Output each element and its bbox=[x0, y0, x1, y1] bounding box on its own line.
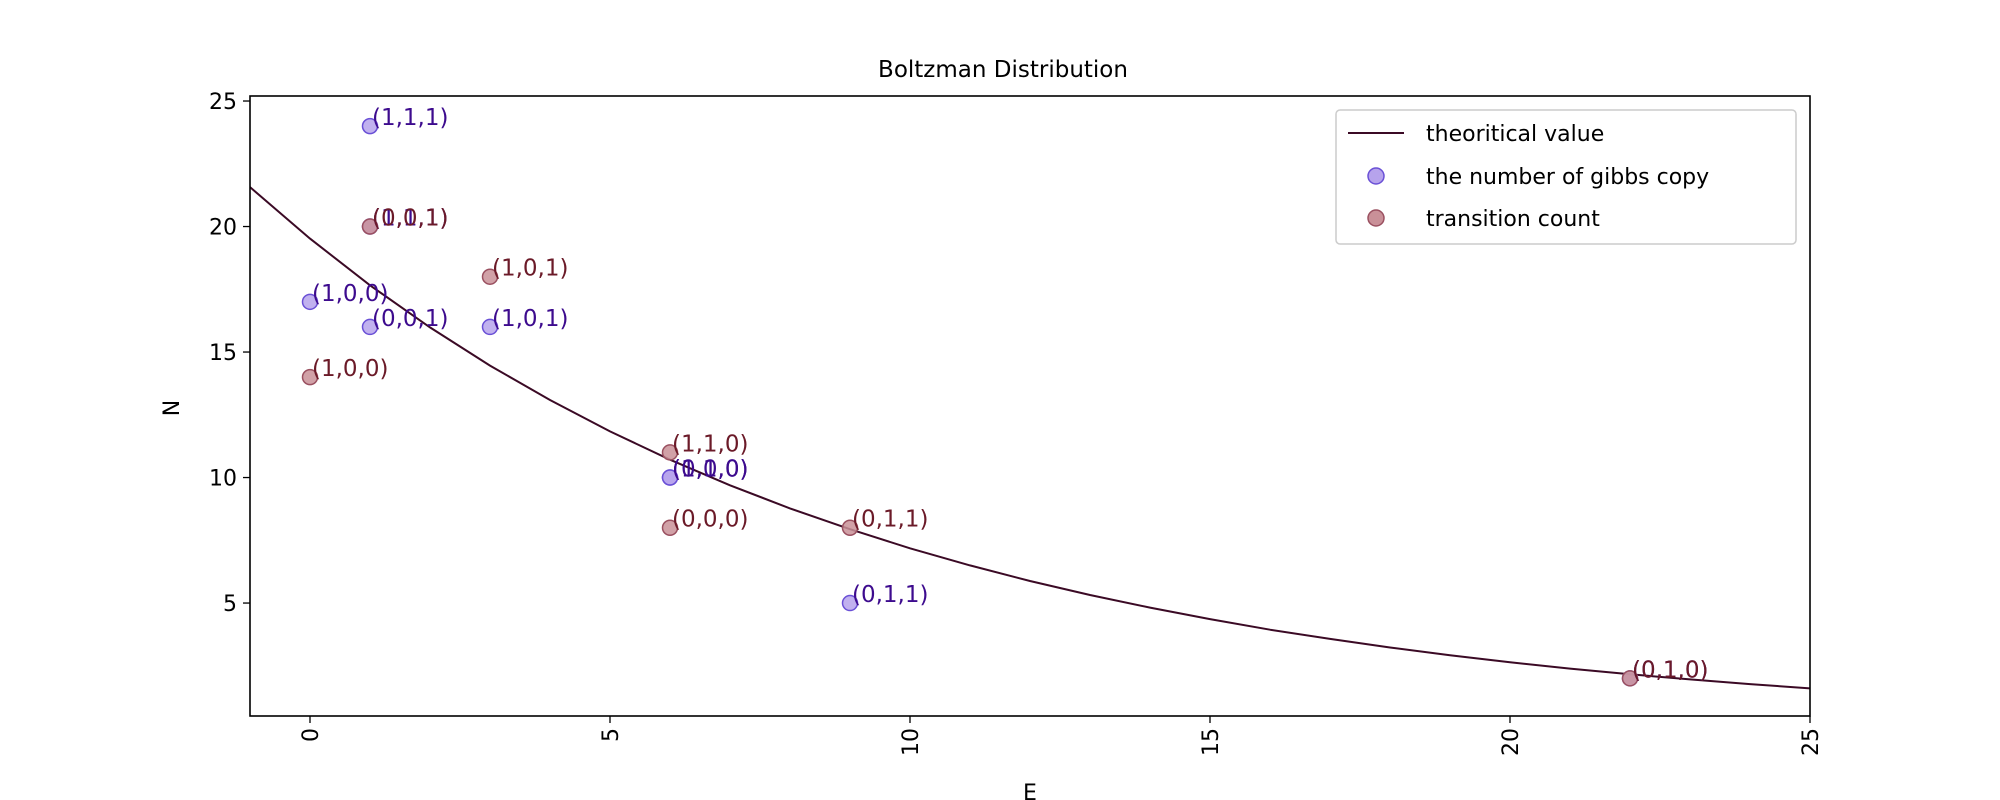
point-label: (0,1,0) bbox=[1632, 657, 1708, 683]
point-label: (1,1,1) bbox=[372, 105, 448, 131]
legend-label-gibbs: the number of gibbs copy bbox=[1426, 165, 1709, 190]
plot-area bbox=[250, 117, 1810, 690]
scatter-point bbox=[481, 318, 499, 336]
point-label: (0,0,1) bbox=[372, 306, 448, 332]
scatter-point bbox=[661, 469, 679, 486]
scatter-point bbox=[661, 519, 679, 536]
point-label: (0,0,1) bbox=[372, 206, 448, 232]
scatter-point bbox=[301, 368, 319, 386]
scatter-point bbox=[481, 268, 499, 285]
y-axis-label: N bbox=[160, 400, 185, 416]
x-tick-label: 25 bbox=[1799, 728, 1824, 756]
scatter-point bbox=[361, 218, 379, 235]
y-tick-label: 25 bbox=[209, 90, 237, 115]
scatter-point bbox=[1621, 670, 1639, 687]
legend-label-theoretical: theoritical value bbox=[1426, 122, 1604, 147]
legend-marker-transition bbox=[1367, 209, 1385, 227]
point-label: (0,1,1) bbox=[852, 507, 928, 533]
point-label: (1,1,1) bbox=[372, 206, 448, 232]
point-label: (0,1,0) bbox=[1632, 657, 1708, 683]
y-axis-ticks: 5 10 15 20 25 bbox=[209, 90, 250, 617]
x-tick-label: 15 bbox=[1199, 728, 1224, 756]
scatter-point bbox=[661, 444, 679, 461]
legend-label-transition: transition count bbox=[1426, 207, 1600, 232]
x-tick-label: 20 bbox=[1499, 728, 1524, 756]
legend: theoritical value the number of gibbs co… bbox=[1335, 109, 1797, 245]
x-tick-label: 0 bbox=[299, 728, 324, 742]
point-label: (0,0,0) bbox=[672, 507, 748, 533]
axes-frame bbox=[249, 95, 1811, 717]
point-label: (1,0,0) bbox=[312, 281, 388, 307]
x-axis-ticks: 0 5 10 15 20 25 bbox=[299, 716, 1824, 756]
scatter-point bbox=[841, 594, 859, 612]
y-tick-label: 15 bbox=[209, 341, 237, 366]
point-label: (0,1,1) bbox=[852, 582, 928, 608]
scatter-point bbox=[841, 519, 859, 536]
point-label: (0,1,0) bbox=[672, 457, 748, 483]
point-label: (1,0,1) bbox=[492, 306, 568, 332]
y-tick-label: 20 bbox=[209, 216, 237, 241]
scatter-point bbox=[301, 293, 319, 311]
point-label: (1,0,1) bbox=[492, 256, 568, 282]
scatter-point bbox=[361, 117, 379, 135]
x-tick-label: 10 bbox=[899, 728, 924, 756]
point-label: (1,0,0) bbox=[672, 457, 748, 483]
legend-box bbox=[1335, 109, 1797, 245]
y-tick-label: 10 bbox=[209, 467, 237, 492]
chart-title: Boltzman Distribution bbox=[878, 57, 1128, 83]
point-label: (1,0,0) bbox=[312, 356, 388, 382]
y-tick-label: 5 bbox=[223, 592, 237, 617]
x-tick-label: 5 bbox=[599, 728, 624, 742]
legend-marker-gibbs bbox=[1367, 167, 1385, 185]
x-axis-label: E bbox=[1023, 781, 1037, 800]
theoretical-curve bbox=[250, 186, 1810, 690]
point-label: (1,1,0) bbox=[672, 431, 748, 457]
scatter-point bbox=[361, 318, 379, 336]
